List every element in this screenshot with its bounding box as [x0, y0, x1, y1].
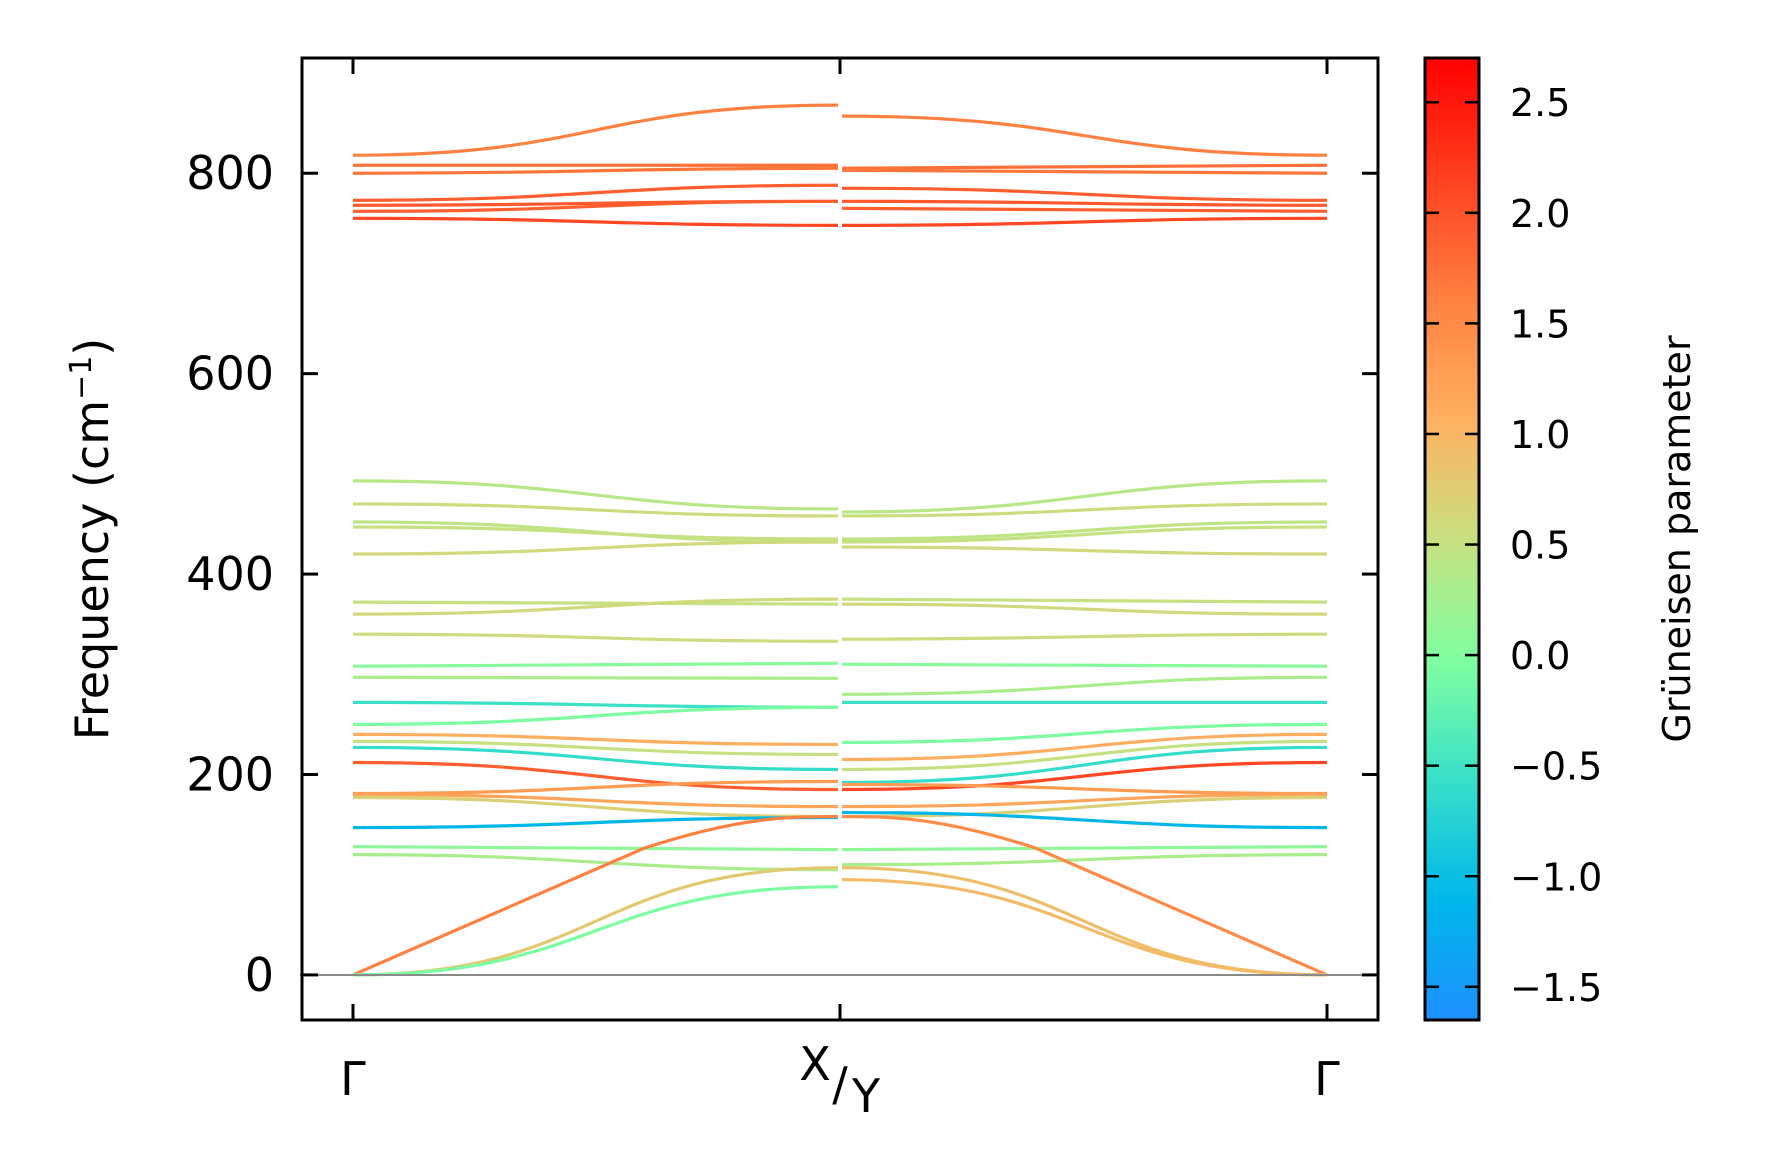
band-gamma-x-20: [352, 739, 839, 757]
x-tick-label-gamma-left: Γ: [340, 1052, 366, 1106]
cb-tick-label-8: 2.5: [1510, 81, 1570, 125]
band-y-gamma-23: [841, 782, 1328, 796]
y-tick-label-200: 200: [186, 747, 274, 801]
colorbar: [1423, 56, 1481, 1022]
band-gamma-x-19: [352, 732, 839, 747]
band-gamma-x-2: [352, 166, 839, 175]
band-gamma-x-31: [352, 885, 839, 977]
x-tick-label-slash: /: [832, 1057, 848, 1111]
band-gamma-x-16: [352, 675, 839, 680]
y-axis-label: Frequency (cm−1): [64, 338, 120, 741]
band-y-gamma-18: [841, 722, 1328, 745]
band-gamma-x-22: [352, 760, 839, 792]
band-lines: [352, 103, 1328, 977]
x-tick-label-y: Y: [851, 1069, 881, 1123]
band-y-gamma-8: [841, 502, 1328, 518]
colorbar-ticks: −1.5 −1.0 −0.5 0.0 0.5 1.0 1.5 2.0 2.5: [1425, 81, 1602, 1010]
band-gamma-x-0: [352, 103, 839, 157]
band-y-gamma-3: [841, 186, 1328, 202]
band-gamma-x-30: [352, 866, 839, 977]
band-y-gamma-14: [841, 632, 1328, 641]
band-y-gamma-5: [841, 206, 1328, 213]
band-y-gamma-9: [841, 520, 1328, 541]
band-gamma-x-18: [352, 705, 839, 726]
band-gamma-x-26: [352, 815, 839, 830]
band-y-gamma-2: [841, 168, 1328, 175]
band-y-gamma-12: [841, 597, 1328, 604]
colorbar-label: Grüneisen parameter: [1655, 335, 1699, 743]
y-tick-label-400: 400: [186, 547, 274, 601]
band-gamma-x-6: [352, 216, 839, 227]
x-tick-label-x: X: [799, 1037, 831, 1091]
cb-tick-label-4: 0.5: [1510, 524, 1570, 568]
band-y-gamma-13: [841, 602, 1328, 616]
band-y-gamma-10: [841, 525, 1328, 544]
x-tick-label-gamma-right: Γ: [1314, 1052, 1340, 1106]
band-y-gamma-20: [841, 739, 1328, 772]
band-y-gamma-21: [841, 745, 1328, 785]
y-tick-label-800: 800: [186, 146, 274, 200]
band-gamma-x-28: [352, 853, 839, 872]
band-gamma-x-5: [352, 199, 839, 213]
band-gamma-x-29: [352, 814, 839, 977]
band-gamma-x-11: [352, 540, 839, 556]
band-y-gamma-11: [841, 545, 1328, 556]
band-y-gamma-6: [841, 216, 1328, 227]
band-y-gamma-29: [841, 814, 1328, 977]
band-gamma-x-10: [352, 525, 839, 541]
band-y-gamma-28: [841, 853, 1328, 867]
band-y-gamma-1: [841, 163, 1328, 170]
y-tick-label-0: 0: [245, 948, 274, 1002]
band-gamma-x-12: [352, 600, 839, 606]
band-y-gamma-24: [841, 792, 1328, 809]
band-gamma-x-14: [352, 632, 839, 643]
band-gamma-x-15: [352, 661, 839, 668]
band-y-gamma-19: [841, 732, 1328, 762]
cb-tick-label-7: 2.0: [1510, 192, 1570, 236]
x-axis-ticks: [351, 58, 1329, 1020]
cb-tick-label-2: −0.5: [1510, 745, 1602, 789]
band-y-gamma-31: [841, 878, 1328, 977]
band-gamma-x-25: [352, 795, 839, 819]
band-y-gamma-22: [841, 760, 1328, 792]
band-y-gamma-0: [841, 114, 1328, 157]
band-gamma-x-23: [352, 779, 839, 796]
band-gamma-x-24: [352, 792, 839, 809]
band-gamma-x-13: [352, 597, 839, 616]
band-y-gamma-15: [841, 662, 1328, 668]
band-y-gamma-27: [841, 845, 1328, 852]
band-y-gamma-26: [841, 810, 1328, 830]
y-axis-ticks: 0 200 400 600 800: [186, 146, 1378, 1002]
band-gamma-x-7: [352, 479, 839, 511]
band-gamma-x-8: [352, 502, 839, 518]
cb-tick-label-5: 1.0: [1510, 413, 1570, 457]
band-y-gamma-7: [841, 479, 1328, 514]
band-gamma-x-3: [352, 183, 839, 202]
band-y-gamma-16: [841, 675, 1328, 696]
band-gamma-x-21: [352, 745, 839, 772]
band-y-gamma-4: [841, 199, 1328, 207]
band-gamma-x-27: [352, 845, 839, 852]
cb-tick-label-3: 0.0: [1510, 634, 1570, 678]
band-y-gamma-25: [841, 795, 1328, 819]
cb-tick-label-1: −1.0: [1510, 855, 1602, 899]
y-tick-label-600: 600: [186, 347, 274, 401]
cb-tick-label-6: 1.5: [1510, 302, 1570, 346]
cb-tick-label-0: −1.5: [1510, 966, 1602, 1010]
plot-frame: [300, 56, 1380, 1022]
